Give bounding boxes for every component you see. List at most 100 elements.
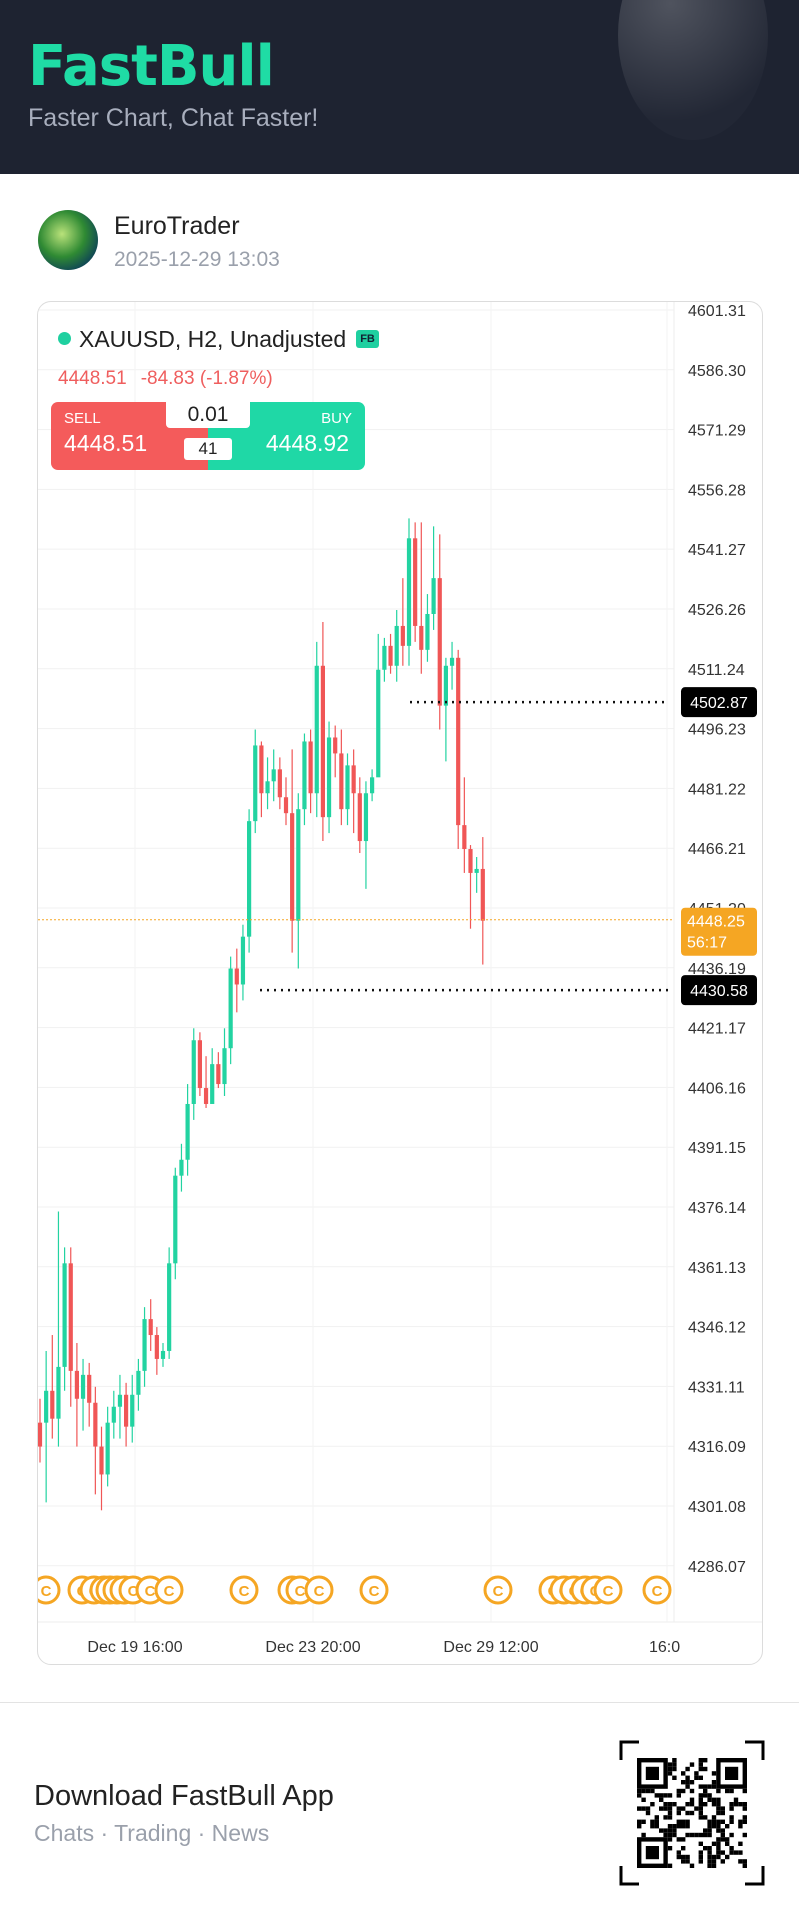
y-tick-label: 4376.14 bbox=[688, 1200, 746, 1217]
candle bbox=[265, 757, 270, 810]
current-price-tag bbox=[681, 907, 757, 956]
candle bbox=[210, 1048, 215, 1104]
candle bbox=[277, 757, 282, 810]
candle bbox=[296, 793, 301, 969]
candle bbox=[271, 749, 276, 802]
sell-button[interactable]: SELL 4448.51 bbox=[51, 402, 208, 470]
y-tick-label: 4391.15 bbox=[688, 1140, 746, 1157]
y-tick-label: 4556.28 bbox=[688, 482, 746, 499]
calendar-event-icon[interactable]: C bbox=[38, 1575, 61, 1605]
candle bbox=[99, 1426, 104, 1511]
candle bbox=[93, 1386, 98, 1495]
svg-text:C: C bbox=[369, 1583, 380, 1600]
calendar-event-icon[interactable]: C bbox=[642, 1575, 672, 1605]
candle bbox=[234, 948, 239, 1013]
candle bbox=[290, 749, 295, 953]
spread-badge: 41 bbox=[184, 438, 232, 460]
instrument-symbol: XAUUSD, H2, Unadjusted bbox=[79, 326, 347, 352]
candle bbox=[185, 1084, 190, 1176]
chart-card[interactable]: 4601.31 4586.30 4571.29 4556.28 4541.27 4526.… bbox=[37, 301, 763, 1665]
candle bbox=[197, 1032, 202, 1097]
candle bbox=[44, 1350, 49, 1503]
quantity-input[interactable]: 0.01 bbox=[166, 402, 250, 428]
candle bbox=[425, 594, 430, 662]
candle bbox=[283, 777, 289, 826]
candle bbox=[247, 809, 252, 953]
price-level-tag bbox=[681, 975, 757, 1006]
y-tick-label: 4511.24 bbox=[688, 662, 745, 679]
candle bbox=[302, 733, 307, 826]
candle bbox=[462, 777, 467, 873]
svg-text:C: C bbox=[652, 1583, 663, 1600]
y-tick-label: 4301.08 bbox=[688, 1499, 746, 1516]
candle bbox=[357, 777, 362, 854]
candle bbox=[474, 856, 479, 893]
candle bbox=[437, 534, 442, 730]
username[interactable]: EuroTrader bbox=[114, 212, 240, 240]
candle bbox=[363, 781, 369, 889]
qr-code-icon[interactable] bbox=[619, 1740, 765, 1886]
candle bbox=[320, 621, 325, 842]
candle bbox=[382, 637, 387, 682]
candle bbox=[308, 729, 313, 814]
candle bbox=[167, 1247, 172, 1359]
candle bbox=[259, 741, 264, 818]
y-tick-label: 4481.22 bbox=[688, 781, 746, 798]
candle bbox=[388, 633, 393, 674]
y-tick-label: 4601.31 bbox=[688, 303, 746, 320]
svg-text:C: C bbox=[41, 1583, 52, 1600]
svg-text:C: C bbox=[314, 1583, 325, 1600]
svg-text:C: C bbox=[128, 1583, 139, 1600]
svg-text:C: C bbox=[239, 1583, 250, 1600]
y-tick-label: 4331.11 bbox=[688, 1379, 745, 1396]
y-tick-label: 4316.09 bbox=[688, 1439, 746, 1456]
brand-tagline: Faster Chart, Chat Faster! bbox=[28, 104, 319, 132]
candlestick-chart[interactable]: 4601.31 4586.30 4571.29 4556.28 4541.27 4526.… bbox=[38, 302, 762, 1664]
calendar-event-icon[interactable]: C bbox=[154, 1575, 184, 1605]
price-level-value: 4502.87 bbox=[690, 695, 748, 712]
avatar[interactable] bbox=[38, 210, 98, 270]
decorative-orb bbox=[618, 0, 768, 140]
y-tick-label: 4466.21 bbox=[688, 841, 746, 858]
candle bbox=[333, 725, 338, 778]
last-price: 4448.51 bbox=[58, 368, 127, 389]
calendar-event-icon[interactable]: C bbox=[593, 1575, 623, 1605]
candle bbox=[130, 1374, 135, 1443]
calendar-event-icon[interactable]: C bbox=[229, 1575, 259, 1605]
candle bbox=[68, 1247, 73, 1407]
candle bbox=[216, 1052, 221, 1089]
candle bbox=[87, 1362, 92, 1427]
candle bbox=[376, 633, 381, 778]
candle bbox=[339, 729, 344, 826]
download-app-subtitle: Chats · Trading · News bbox=[34, 1820, 270, 1846]
calendar-event-icon[interactable]: C bbox=[359, 1575, 389, 1605]
candle bbox=[431, 526, 436, 630]
buy-price: 4448.92 bbox=[265, 430, 349, 456]
y-tick-label: 4586.30 bbox=[688, 363, 746, 380]
candle bbox=[413, 522, 418, 642]
candle bbox=[351, 749, 356, 834]
candle bbox=[38, 1398, 43, 1463]
calendar-event-icon[interactable]: C bbox=[483, 1575, 513, 1605]
x-tick-label: Dec 19 16:00 bbox=[87, 1639, 182, 1656]
download-app-link[interactable]: Download FastBull App bbox=[34, 1780, 334, 1812]
trade-panel: SELL 4448.51 BUY 4448.92 0.01 41 bbox=[51, 402, 365, 470]
y-tick-label: 4286.07 bbox=[688, 1559, 746, 1576]
candle bbox=[222, 1028, 227, 1097]
sell-label: SELL bbox=[64, 410, 101, 427]
svg-text:C: C bbox=[493, 1583, 504, 1600]
candle bbox=[148, 1299, 153, 1351]
candle bbox=[154, 1327, 159, 1375]
candle bbox=[56, 1211, 61, 1447]
y-tick-label: 4406.16 bbox=[688, 1080, 746, 1097]
x-tick-label: 16:0 bbox=[649, 1639, 680, 1656]
fb-badge-icon: FB bbox=[356, 329, 379, 348]
candle bbox=[80, 1358, 86, 1431]
svg-text:C: C bbox=[164, 1583, 175, 1600]
candle bbox=[456, 649, 461, 850]
candle-countdown: 56:17 bbox=[687, 935, 727, 952]
candle bbox=[240, 924, 246, 1001]
calendar-event-icon[interactable]: C bbox=[304, 1575, 334, 1605]
buy-button[interactable]: BUY 4448.92 bbox=[208, 402, 365, 470]
y-tick-label: 4571.29 bbox=[688, 423, 746, 440]
